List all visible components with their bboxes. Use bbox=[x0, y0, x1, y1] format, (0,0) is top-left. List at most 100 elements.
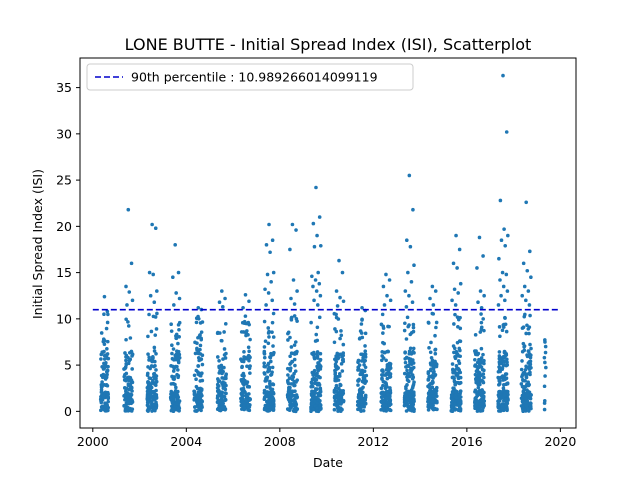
scatter-point bbox=[381, 324, 386, 329]
scatter-point bbox=[169, 389, 174, 394]
scatter-point bbox=[315, 303, 320, 307]
scatter-point bbox=[151, 378, 155, 383]
scatter-point bbox=[242, 321, 247, 325]
scatter-point bbox=[264, 385, 269, 389]
scatter-point bbox=[481, 372, 486, 376]
scatter-point bbox=[154, 379, 159, 384]
scatter-point bbox=[102, 349, 106, 354]
scatter-point bbox=[473, 357, 477, 362]
scatter-point bbox=[519, 367, 524, 372]
scatter-point bbox=[520, 373, 525, 377]
scatter-point bbox=[458, 389, 463, 393]
scatter-point bbox=[434, 325, 438, 330]
scatter-point bbox=[473, 372, 478, 377]
scatter-point bbox=[100, 384, 104, 388]
scatter-point bbox=[239, 403, 244, 408]
scatter-point bbox=[456, 291, 460, 295]
scatter-point bbox=[220, 289, 224, 293]
scatter-point bbox=[126, 398, 130, 402]
scatter-point bbox=[482, 399, 487, 403]
scatter-point bbox=[411, 207, 415, 212]
scatter-point bbox=[496, 402, 501, 406]
scatter-point bbox=[408, 393, 413, 398]
scatter-point bbox=[403, 360, 408, 365]
scatter-point bbox=[312, 298, 316, 303]
scatter-point bbox=[289, 382, 294, 386]
scatter-point bbox=[542, 355, 547, 360]
scatter-point bbox=[173, 243, 177, 247]
scatter-point bbox=[196, 314, 200, 319]
scatter-point bbox=[474, 369, 479, 374]
scatter-point bbox=[292, 302, 297, 306]
scatter-point bbox=[529, 346, 533, 351]
scatter-point bbox=[332, 407, 337, 412]
scatter-point bbox=[426, 404, 430, 409]
scatter-point bbox=[527, 359, 532, 364]
scatter-point bbox=[176, 359, 181, 364]
scatter-point bbox=[271, 344, 275, 348]
scatter-point bbox=[220, 365, 225, 370]
scatter-point bbox=[247, 322, 251, 327]
scatter-point bbox=[315, 350, 320, 354]
scatter-point bbox=[292, 371, 296, 376]
scatter-point bbox=[412, 409, 416, 414]
scatter-point bbox=[524, 401, 529, 406]
scatter-point bbox=[482, 293, 486, 298]
scatter-point bbox=[542, 407, 547, 412]
scatter-point bbox=[404, 337, 409, 341]
scatter-point bbox=[147, 358, 151, 362]
scatter-point bbox=[294, 228, 298, 232]
scatter-point bbox=[104, 353, 109, 357]
scatter-point bbox=[521, 389, 526, 394]
scatter-point bbox=[455, 373, 460, 377]
scatter-point bbox=[149, 399, 154, 404]
scatter-point bbox=[543, 360, 547, 365]
scatter-point bbox=[197, 400, 201, 405]
scatter-point bbox=[102, 404, 107, 409]
scatter-point bbox=[498, 334, 502, 339]
scatter-point bbox=[312, 244, 317, 249]
scatter-point bbox=[177, 335, 181, 339]
scatter-point bbox=[451, 370, 455, 375]
scatter-point bbox=[220, 402, 224, 406]
scatter-point bbox=[410, 373, 415, 377]
scatter-point bbox=[100, 380, 104, 384]
scatter-point bbox=[504, 376, 509, 381]
scatter-point bbox=[130, 352, 135, 357]
scatter-point bbox=[501, 354, 506, 359]
scatter-point bbox=[174, 402, 179, 406]
scatter-point bbox=[293, 363, 297, 368]
scatter-point bbox=[291, 398, 296, 403]
scatter-point bbox=[176, 395, 181, 400]
scatter-point bbox=[501, 378, 505, 382]
scatter-point bbox=[503, 322, 508, 327]
scatter-point bbox=[224, 351, 228, 356]
scatter-point bbox=[528, 249, 532, 254]
scatter-point bbox=[455, 340, 460, 345]
scatter-point bbox=[102, 364, 107, 369]
scatter-point bbox=[223, 398, 227, 403]
scatter-point bbox=[290, 359, 295, 364]
scatter-point bbox=[527, 409, 531, 413]
scatter-point bbox=[124, 284, 128, 289]
scatter-point bbox=[505, 357, 509, 362]
x-tick: 2020 bbox=[544, 428, 576, 449]
scatter-point bbox=[313, 278, 318, 282]
scatter-point bbox=[426, 408, 431, 412]
scatter-point bbox=[426, 321, 431, 325]
scatter-point bbox=[289, 393, 293, 397]
scatter-point bbox=[271, 400, 276, 405]
scatter-point bbox=[318, 375, 322, 380]
scatter-point bbox=[294, 393, 299, 397]
scatter-point bbox=[450, 298, 454, 303]
scatter-point bbox=[450, 362, 455, 366]
scatter-point bbox=[335, 304, 340, 308]
scatter-point bbox=[150, 359, 154, 364]
scatter-point bbox=[475, 401, 479, 406]
scatter-point bbox=[312, 391, 317, 395]
scatter-point bbox=[123, 351, 127, 355]
scatter-point bbox=[503, 403, 508, 408]
scatter-point bbox=[334, 329, 339, 334]
scatter-point bbox=[317, 407, 322, 412]
scatter-point bbox=[247, 408, 252, 413]
